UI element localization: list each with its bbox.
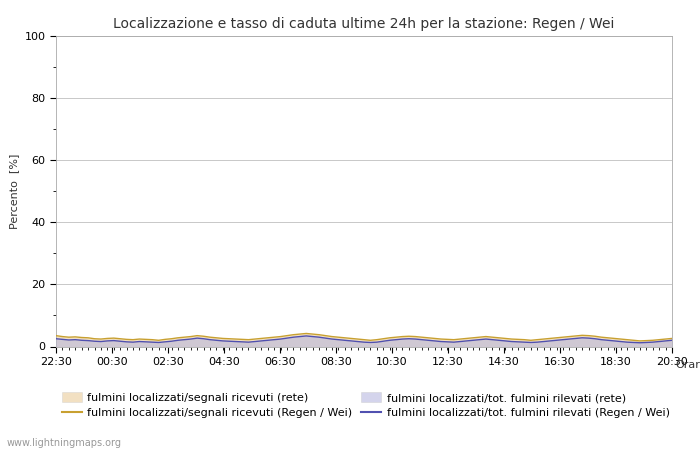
Text: www.lightningmaps.org: www.lightningmaps.org: [7, 438, 122, 448]
Title: Localizzazione e tasso di caduta ultime 24h per la stazione: Regen / Wei: Localizzazione e tasso di caduta ultime …: [113, 17, 615, 31]
Y-axis label: Percento  [%]: Percento [%]: [9, 153, 19, 229]
Text: Orario: Orario: [676, 360, 700, 370]
Legend: fulmini localizzati/segnali ricevuti (rete), fulmini localizzati/segnali ricevut: fulmini localizzati/segnali ricevuti (re…: [62, 392, 670, 418]
